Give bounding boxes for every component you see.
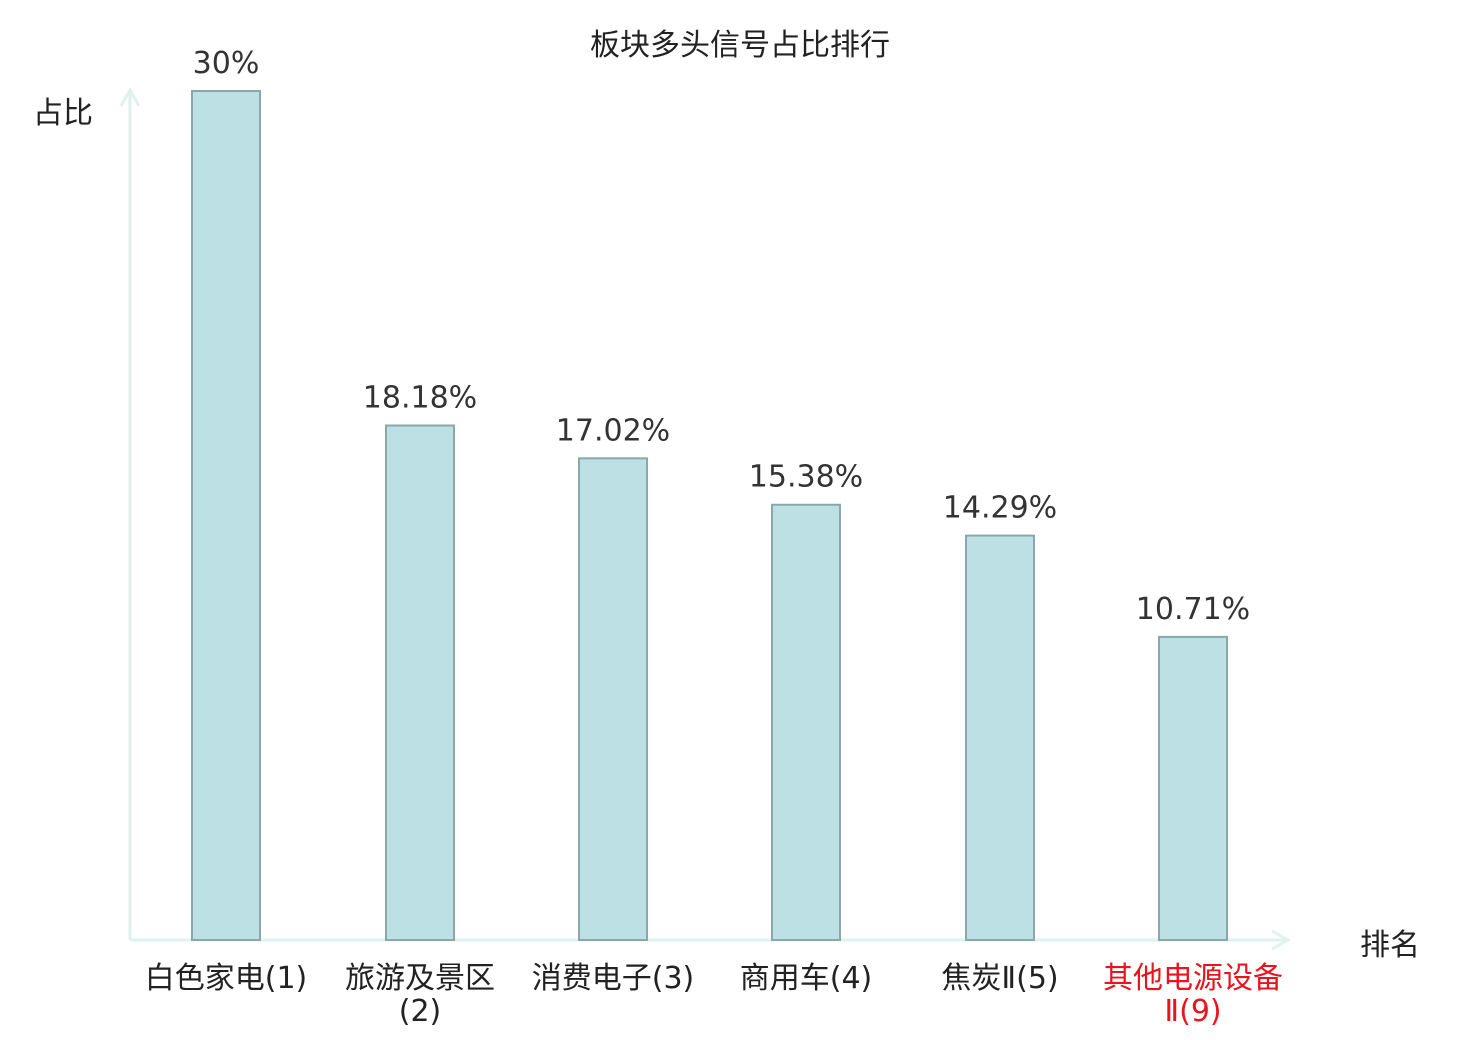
data-label-3: 15.38%	[749, 460, 863, 495]
y-axis-label: 占比	[33, 96, 93, 131]
data-label-1: 18.18%	[363, 381, 477, 416]
bar-5	[1158, 635, 1228, 941]
bar-1	[385, 424, 455, 942]
bar-4	[965, 534, 1035, 942]
data-label-2: 17.02%	[556, 413, 670, 448]
category-label-5: 其他电源设备Ⅱ(9)	[1103, 961, 1283, 1029]
category-label-1: 旅游及景区(2)	[345, 961, 495, 1029]
data-label-0: 30%	[193, 46, 260, 81]
category-label-3: 商用车(4)	[739, 961, 873, 996]
bar-2	[578, 457, 648, 941]
data-label-4: 14.29%	[943, 491, 1057, 526]
bar-3	[771, 503, 841, 941]
chart-title: 板块多头信号占比排行	[590, 28, 890, 63]
category-label-0: 白色家电(1)	[144, 961, 308, 996]
y-axis-arrow	[119, 86, 141, 107]
x-axis-label: 排名	[1360, 928, 1420, 963]
category-label-2: 消费电子(3)	[531, 961, 695, 996]
x-axis-arrow	[1271, 929, 1292, 951]
category-label-4: 焦炭Ⅱ(5)	[941, 961, 1059, 996]
data-label-5: 10.71%	[1136, 592, 1250, 627]
bar-0	[191, 90, 261, 941]
